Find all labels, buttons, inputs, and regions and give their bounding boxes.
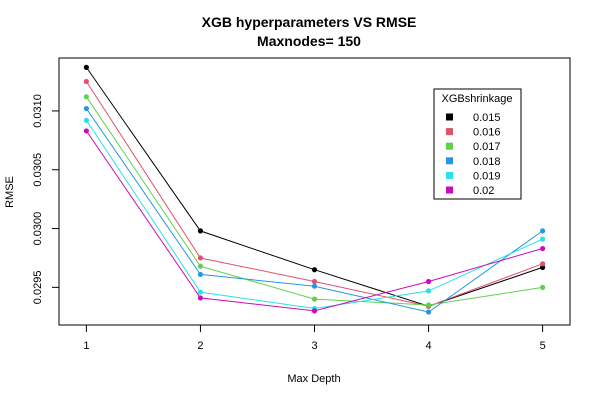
y-axis-label: RMSE — [4, 176, 16, 208]
data-point — [311, 283, 318, 289]
data-point — [311, 296, 318, 302]
data-point — [540, 228, 546, 234]
legend-title: XGBshrinkage — [442, 93, 513, 105]
data-point — [197, 295, 204, 301]
chart-subtitle: Maxnodes= 150 — [257, 33, 361, 49]
data-point — [197, 255, 204, 261]
chart-title: XGB hyperparameters VS RMSE — [202, 14, 417, 30]
y-tick-label: 0.0295 — [32, 271, 44, 305]
data-point — [311, 308, 318, 314]
data-point — [311, 278, 318, 285]
series-layer — [83, 64, 546, 315]
data-point — [425, 309, 432, 315]
series-3 — [83, 105, 546, 315]
data-point — [83, 105, 89, 112]
series-5 — [83, 128, 546, 314]
legend-swatch — [446, 128, 453, 136]
data-point — [540, 236, 546, 242]
data-point — [425, 302, 432, 308]
data-point — [425, 288, 432, 294]
data-point — [83, 94, 89, 100]
series-0 — [83, 64, 546, 309]
data-point — [197, 228, 204, 234]
y-axis: 0.0295 0.0300 0.0305 0.0310 — [32, 94, 60, 305]
series-1 — [83, 78, 546, 309]
data-point — [83, 78, 89, 85]
legend-swatch — [446, 142, 453, 150]
x-tick-label: 3 — [311, 340, 317, 352]
y-tick-label: 0.0310 — [32, 94, 44, 128]
data-point — [540, 284, 546, 290]
legend-swatch — [446, 113, 453, 121]
data-point — [83, 117, 89, 123]
y-tick-label: 0.0305 — [32, 153, 44, 187]
data-point — [311, 267, 318, 273]
legend-entry: 0.018 — [473, 156, 501, 168]
x-tick-label: 1 — [83, 340, 89, 352]
series-2 — [83, 94, 546, 308]
data-point — [425, 278, 432, 285]
legend-swatch — [446, 171, 453, 179]
y-tick-label: 0.0300 — [32, 212, 44, 246]
legend-entry: 0.017 — [473, 141, 501, 153]
legend-entry: 0.015 — [473, 112, 501, 124]
legend: XGBshrinkage 0.015 0.016 0.017 0.018 0.019 0.… — [433, 88, 522, 200]
data-point — [83, 64, 89, 71]
x-tick-label: 4 — [426, 340, 432, 352]
legend-entry: 0.02 — [473, 185, 494, 197]
x-axis: 1 2 3 4 5 — [83, 324, 546, 352]
x-tick-label: 2 — [197, 340, 203, 352]
data-point — [540, 261, 546, 267]
x-tick-label: 5 — [540, 340, 546, 352]
data-point — [540, 245, 546, 252]
legend-entry: 0.019 — [473, 170, 501, 182]
data-point — [197, 263, 204, 269]
legend-swatch — [446, 186, 453, 194]
data-point — [197, 289, 204, 295]
legend-swatch — [446, 157, 453, 165]
data-point — [83, 128, 89, 134]
data-point — [197, 271, 204, 278]
legend-entry: 0.016 — [473, 127, 501, 139]
x-axis-label: Max Depth — [287, 373, 340, 385]
